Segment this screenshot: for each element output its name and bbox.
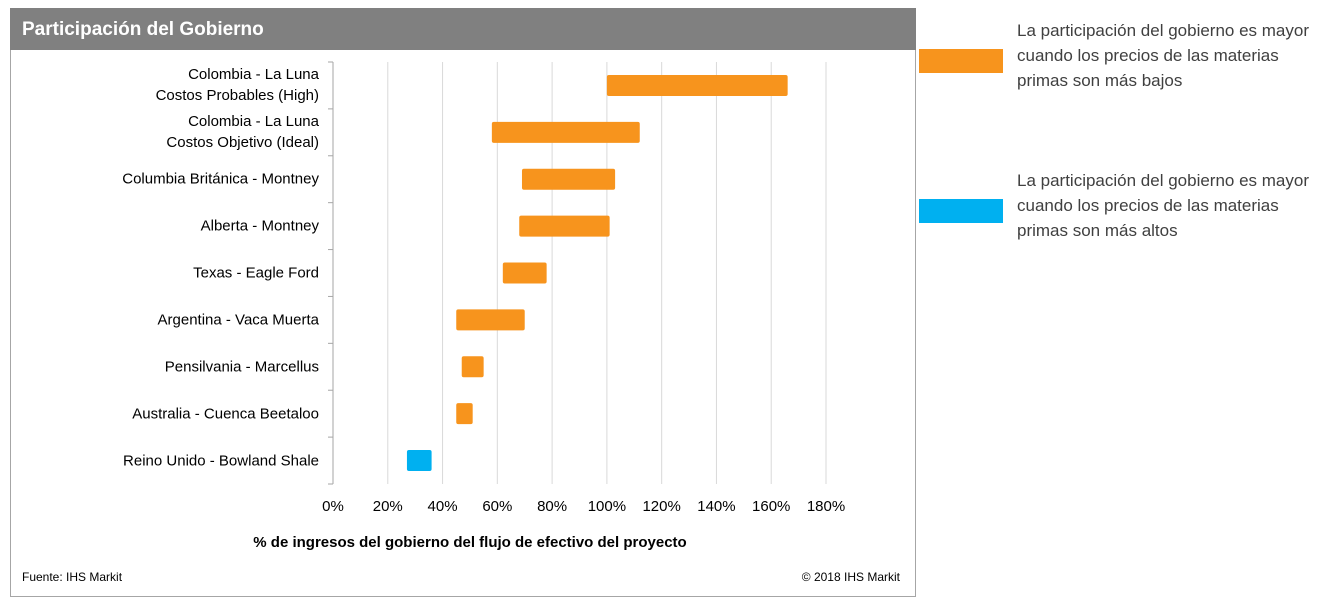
category-label: Colombia - La Luna Costos Probables (Hig… xyxy=(155,66,319,105)
bar xyxy=(521,168,616,190)
category-label: Columbia Británica - Montney xyxy=(122,170,319,188)
source: Fuente: IHS Markit xyxy=(22,570,123,584)
bar xyxy=(606,74,788,96)
bar xyxy=(502,262,547,284)
x-tick-label: 140% xyxy=(697,498,735,515)
bar xyxy=(456,403,473,425)
category-label: Reino Unido - Bowland Shale xyxy=(123,452,319,470)
category-label: Colombia - La Luna Costos Objetivo (Idea… xyxy=(166,113,319,152)
x-axis-label: % de ingresos del gobierno del flujo de … xyxy=(253,534,686,551)
category-label: Pensilvania - Marcellus xyxy=(164,358,319,376)
x-tick-label: 160% xyxy=(752,498,790,515)
bar xyxy=(519,215,610,237)
legend-swatch xyxy=(919,199,1003,223)
x-tick-label: 120% xyxy=(642,498,680,515)
x-tick-label: 100% xyxy=(588,498,626,515)
x-tick-label: 0% xyxy=(322,498,344,515)
bar xyxy=(406,450,432,472)
legend-swatch xyxy=(919,49,1003,73)
copyright: © 2018 IHS Markit xyxy=(802,570,901,584)
x-tick-label: 20% xyxy=(373,498,403,515)
x-tick-label: 40% xyxy=(428,498,458,515)
title-bar xyxy=(10,8,916,50)
bar xyxy=(456,309,525,331)
category-label: Australia - Cuenca Beetaloo xyxy=(132,405,319,423)
x-tick-label: 80% xyxy=(537,498,567,515)
chart-title: Participación del Gobierno xyxy=(22,19,264,40)
category-label: Texas - Eagle Ford xyxy=(193,264,319,282)
legend-label: La participación del gobierno es mayor c… xyxy=(1017,171,1310,240)
category-label: Argentina - Vaca Muerta xyxy=(157,311,319,329)
x-tick-label: 180% xyxy=(807,498,845,515)
category-label: Alberta - Montney xyxy=(200,217,319,235)
legend-label: La participación del gobierno es mayor c… xyxy=(1017,21,1310,90)
bar xyxy=(491,121,640,143)
bar xyxy=(461,356,484,378)
x-tick-label: 60% xyxy=(482,498,512,515)
